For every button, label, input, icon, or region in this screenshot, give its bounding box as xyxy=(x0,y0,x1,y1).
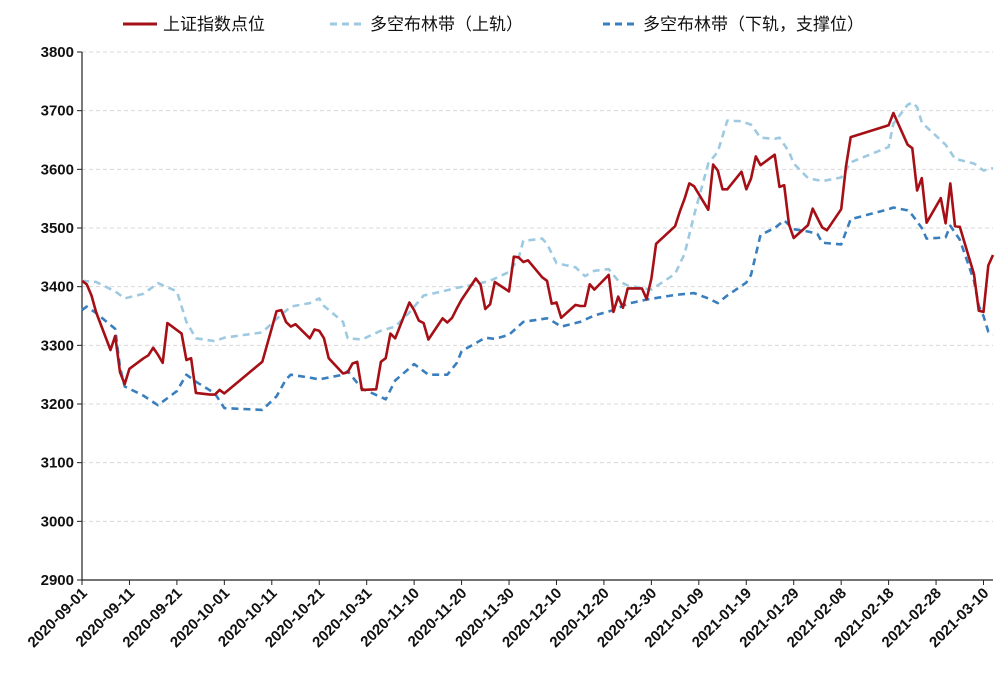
y-tick-label: 3700 xyxy=(41,103,74,120)
legend-label-2: 多空布林带（下轨，支撑位） xyxy=(643,15,864,35)
series-line-2 xyxy=(81,206,994,412)
y-tick-label: 3000 xyxy=(41,513,74,530)
series-line-0 xyxy=(81,111,995,396)
y-tick-label: 3300 xyxy=(41,337,74,354)
y-tick-label: 3800 xyxy=(41,44,74,61)
gridlines xyxy=(82,51,993,522)
y-tick-label: 3200 xyxy=(41,396,74,413)
legend-label-1: 多空布林带（上轨） xyxy=(370,15,523,35)
y-tick-label: 2900 xyxy=(41,572,74,589)
y-tick-label: 3500 xyxy=(41,220,74,237)
x-axis-ticks: 2020-09-012020-09-112020-09-212020-10-01… xyxy=(25,580,992,651)
axes xyxy=(81,52,993,581)
y-tick-label: 3100 xyxy=(41,455,74,472)
y-axis-ticks: 2900 3000 3100 3200 3300 3400 3500 3600 3700 3800 xyxy=(41,44,82,589)
legend-label-0: 上证指数点位 xyxy=(163,15,265,35)
y-tick-label: 3600 xyxy=(41,161,74,178)
legend: 上证指数点位 多空布林带（上轨） 多空布林带（下轨，支撑位） xyxy=(123,15,864,35)
y-tick-label: 3400 xyxy=(41,279,74,296)
series-lines xyxy=(81,101,995,412)
series-line-1 xyxy=(81,101,994,343)
